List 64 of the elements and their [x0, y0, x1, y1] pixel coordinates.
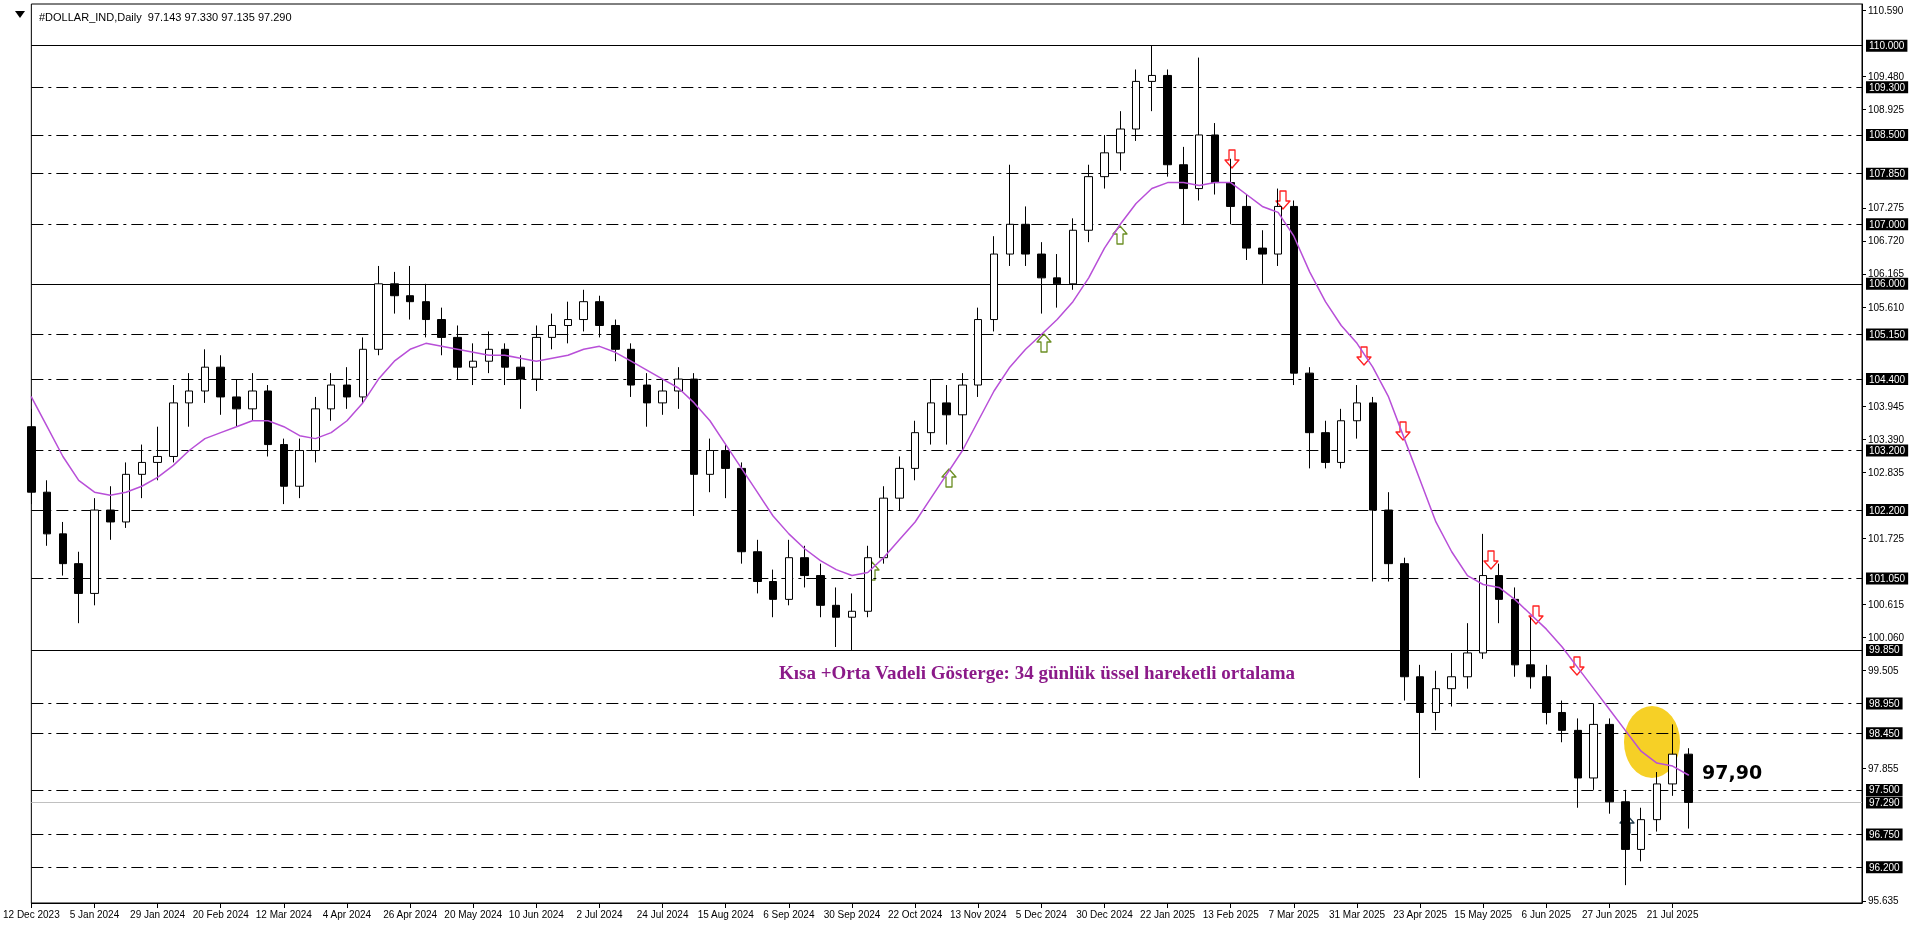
x-tick-label: 22 Jan 2025 — [1140, 908, 1196, 920]
ref-line-label: 96.200 — [1869, 861, 1901, 873]
x-tick-label: 5 Jan 2024 — [69, 908, 120, 920]
y-tick-label: 102.835 — [1868, 466, 1905, 478]
y-tick-label: 105.610 — [1868, 301, 1905, 313]
x-tick-label: 21 Jul 2025 — [1646, 908, 1699, 920]
ref-line-label: 101.050 — [1869, 573, 1906, 585]
x-tick-label: 7 Mar 2025 — [1268, 908, 1320, 920]
x-tick-label: 26 Apr 2024 — [383, 908, 438, 920]
ref-line-label: 102.200 — [1869, 504, 1906, 516]
x-tick-label: 29 Jan 2024 — [130, 908, 186, 920]
x-tick-label: 24 Jul 2024 — [636, 908, 689, 920]
x-tick-label: 6 Sep 2024 — [763, 908, 815, 920]
x-tick-label: 15 Aug 2024 — [697, 908, 755, 920]
y-tick-label: 95.635 — [1868, 895, 1900, 907]
x-tick-label: 2 Jul 2024 — [576, 908, 623, 920]
x-tick-label: 20 May 2024 — [444, 908, 503, 920]
y-tick-label: 99.505 — [1868, 665, 1900, 677]
ref-line-label: 106.000 — [1869, 278, 1906, 290]
x-tick-label: 12 Mar 2024 — [255, 908, 313, 920]
y-tick-label: 103.390 — [1868, 433, 1905, 445]
x-tick-label: 6 Jun 2025 — [1521, 908, 1572, 920]
y-tick-label: 97.855 — [1868, 763, 1900, 775]
y-tick-label: 100.060 — [1868, 631, 1905, 643]
ref-line-label: 110.000 — [1869, 40, 1905, 52]
x-tick-label: 31 Mar 2025 — [1328, 908, 1386, 920]
x-tick-label: 30 Sep 2024 — [823, 908, 881, 920]
y-tick-label: 109.480 — [1868, 71, 1905, 83]
x-tick-label: 12 Dec 2023 — [3, 908, 61, 920]
ref-line-label: 109.300 — [1869, 81, 1906, 93]
ref-line-label: 103.200 — [1869, 445, 1906, 457]
ref-line-label: 105.150 — [1869, 328, 1906, 340]
ref-line-label: 104.400 — [1869, 373, 1906, 385]
ref-line-label: 107.850 — [1869, 168, 1906, 180]
x-tick-label: 27 Jun 2025 — [1581, 908, 1638, 920]
ref-line-label: 108.500 — [1869, 129, 1906, 141]
x-tick-label: 22 Oct 2024 — [887, 908, 943, 920]
x-tick-label: 10 Jun 2024 — [508, 908, 565, 920]
x-tick-label: 23 Apr 2025 — [1393, 908, 1448, 920]
x-tick-label: 15 May 2025 — [1454, 908, 1513, 920]
text: 97,90 — [1702, 760, 1763, 783]
ref-line-label: 107.000 — [1869, 218, 1906, 230]
y-tick-label: 103.945 — [1868, 400, 1905, 412]
x-tick-label: 30 Dec 2024 — [1076, 908, 1134, 920]
y-tick-label: 107.275 — [1868, 202, 1905, 214]
x-tick-label: 13 Feb 2025 — [1202, 908, 1260, 920]
ref-line-label: 98.450 — [1869, 727, 1901, 739]
annotation: Kısa +Orta Vadeli Gösterge: 34 günlük üssel hareketli ortalama — [779, 662, 1296, 683]
ref-line-label: 97.500 — [1869, 784, 1901, 796]
y-tick-label: 108.925 — [1868, 104, 1905, 116]
ref-line-label: 96.750 — [1869, 829, 1901, 841]
x-tick-label: 13 Nov 2024 — [949, 908, 1008, 920]
y-tick-label: 100.615 — [1868, 598, 1905, 610]
ref-line-label: 98.950 — [1869, 698, 1901, 710]
ref-line-label: 97.290 — [1869, 796, 1901, 808]
y-tick-label: 106.720 — [1868, 235, 1905, 247]
y-tick-label: 101.725 — [1868, 532, 1905, 544]
y-tick-label: 110.590 — [1868, 5, 1904, 17]
ref-line-label: 99.850 — [1869, 644, 1901, 656]
x-tick-label: 20 Feb 2024 — [192, 908, 250, 920]
text: #DOLLAR_IND,Daily 97.143 97.330 97.135 97.290 — [39, 10, 292, 23]
x-tick-label: 5 Dec 2024 — [1015, 908, 1068, 920]
y-tick-label: 106.165 — [1868, 268, 1905, 280]
x-tick-label: 4 Apr 2024 — [322, 908, 372, 920]
